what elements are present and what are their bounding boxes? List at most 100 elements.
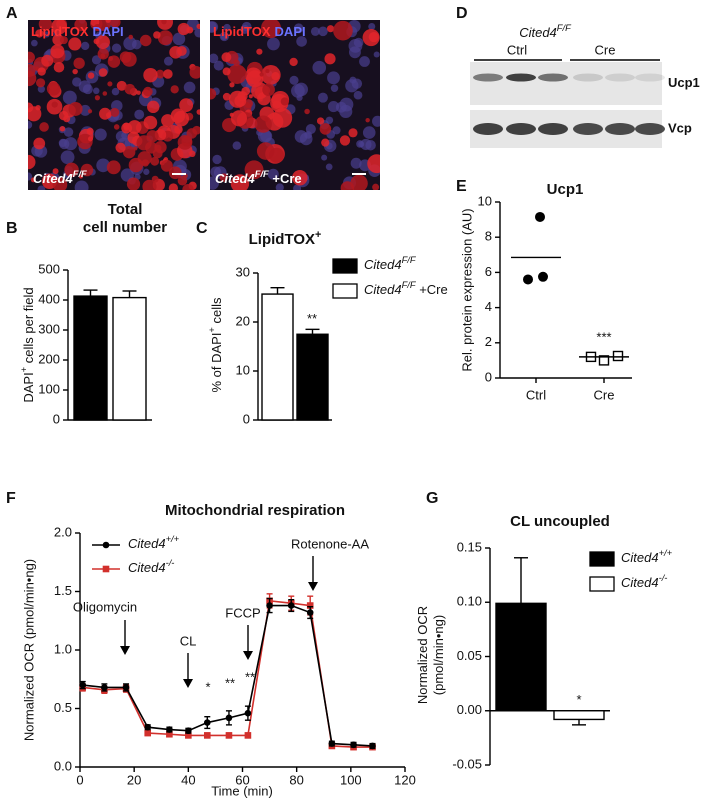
lipid-droplet (80, 163, 94, 177)
significance: ** (245, 669, 255, 684)
lipid-droplet (87, 109, 93, 114)
data-point (523, 274, 533, 285)
legend-label: Cited4F/F (364, 255, 417, 272)
bar (495, 602, 547, 712)
lipid-droplet (227, 64, 247, 84)
lipid-droplet (143, 115, 158, 130)
bar (296, 333, 329, 421)
nucleus (210, 176, 219, 190)
nucleus (351, 78, 363, 89)
nucleus (123, 36, 137, 51)
data-point (350, 741, 357, 749)
data-point (598, 355, 610, 366)
x-tick-label: Cre (594, 387, 615, 402)
nucleus (339, 104, 353, 119)
lipid-droplet (177, 175, 188, 186)
lipid-droplet (372, 183, 380, 190)
data-point (79, 681, 87, 689)
legend-label-part: +Cre (416, 282, 448, 297)
data-point (328, 740, 336, 747)
nucleus (275, 183, 284, 190)
y-tick-label: -0.05 (452, 756, 482, 771)
legend-swatch (332, 258, 358, 274)
panel-letter: C (196, 220, 208, 237)
lipid-droplet (33, 137, 46, 150)
lipid-droplet (46, 82, 61, 96)
nucleus (31, 39, 38, 47)
lipid-droplet (136, 135, 152, 151)
nucleus (28, 120, 33, 129)
blot-band (506, 123, 536, 135)
nucleus (267, 37, 280, 51)
x-tick-label: 120 (394, 772, 416, 787)
lipid-droplet (271, 71, 280, 81)
y-axis-label: DAPI+ cells per field (19, 287, 36, 402)
nucleus (296, 94, 303, 101)
legend-label-part: +/+ (166, 534, 180, 544)
nucleus (317, 92, 328, 103)
lipid-droplet (68, 37, 82, 51)
lipid-droplet (272, 108, 293, 128)
nucleus (293, 184, 302, 190)
lipid-droplet (153, 31, 161, 39)
lipid-droplet (230, 174, 250, 190)
lipid-droplet (124, 83, 136, 95)
lipid-droplet (98, 68, 108, 77)
lipid-droplet (137, 151, 152, 166)
chart-title-part: LipidTOX (249, 231, 315, 248)
blot-title-part: F/F (557, 23, 572, 33)
lipid-droplet (99, 107, 111, 120)
lipid-droplet (260, 20, 281, 39)
cells (210, 20, 380, 190)
lipid-droplet (37, 67, 46, 76)
lipid-droplet (51, 20, 68, 35)
lipid-droplet (28, 51, 35, 64)
blot-band (506, 73, 536, 82)
lipid-droplet (147, 100, 160, 114)
lipid-droplet (143, 67, 158, 83)
significance: * (576, 692, 581, 707)
lipid-droplet (333, 20, 353, 41)
lipid-droplet (234, 95, 247, 107)
legend-label-part: Cited4 (128, 560, 166, 575)
y-tick-label: 0.00 (457, 702, 482, 717)
nucleus (143, 168, 150, 175)
lipid-droplet (292, 170, 308, 186)
nucleus (350, 157, 362, 169)
y-tick-label: 8 (485, 229, 492, 244)
y-axis-label-part: % of DAPI (209, 333, 224, 393)
nucleus (111, 87, 120, 96)
data-point (144, 723, 152, 731)
lipid-droplet (102, 91, 108, 96)
data-point (306, 602, 314, 609)
lipid-droplet (50, 44, 65, 59)
lipid-droplet (53, 61, 65, 73)
lipid-droplet (280, 97, 289, 106)
significance: ** (307, 311, 317, 326)
arrow-head (308, 582, 318, 591)
nucleus (62, 90, 77, 105)
data-point (144, 729, 152, 737)
lipid-droplet (68, 101, 83, 116)
significance: * (205, 679, 210, 694)
nucleus (327, 71, 340, 85)
lipid-droplet (110, 107, 120, 118)
blot-title: Cited4F/F (519, 23, 572, 40)
legend-label: Cited4-/- (128, 558, 174, 575)
data-point (266, 602, 273, 609)
micrograph-caption: Cited4F/F +Cre (215, 169, 302, 186)
lipid-droplet (64, 162, 79, 178)
lipid-droplet (59, 36, 68, 45)
data-point (287, 602, 295, 609)
x-tick-label: Ctrl (526, 387, 546, 402)
lipid-droplet (94, 95, 101, 101)
arrow-head (120, 646, 130, 655)
micrograph-caption-part: Cited4 (215, 171, 256, 186)
lipid-droplet (78, 174, 83, 179)
nucleus (63, 127, 74, 137)
lipid-droplet (272, 100, 281, 109)
micrograph-caption: Cited4F/F (33, 169, 87, 186)
lipid-droplet (176, 46, 187, 56)
lipid-droplet (157, 20, 173, 30)
lipid-droplet (106, 160, 121, 175)
